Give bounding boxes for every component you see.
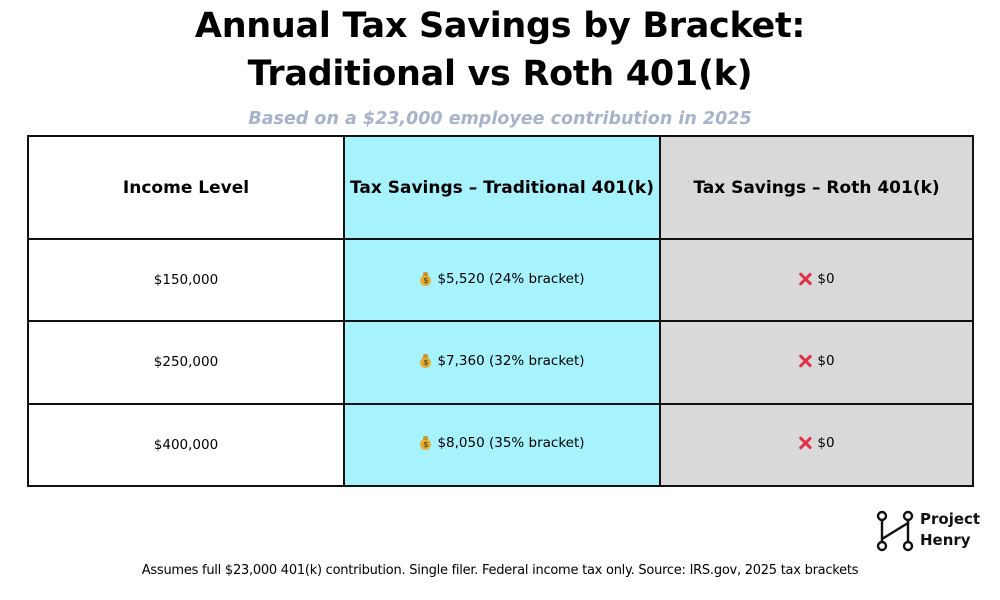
header-traditional-401k: Tax Savings – Traditional 401(k) (343, 135, 661, 240)
roth-savings-value: $0 (817, 352, 835, 369)
money-bag-icon (419, 271, 432, 286)
traditional-savings-cell: $7,360 (32% bracket) (343, 320, 661, 405)
roth-savings-cell: $0 (659, 320, 974, 405)
income-cell: $250,000 (27, 320, 345, 405)
title-line-2: Traditional vs Roth 401(k) (247, 54, 753, 94)
traditional-savings-cell: $8,050 (35% bracket) (343, 402, 661, 488)
income-cell: $400,000 (27, 402, 345, 488)
header-roth-401k: Tax Savings – Roth 401(k) (659, 135, 974, 240)
roth-savings-cell: $0 (659, 237, 974, 323)
logo-text: Project Henry (920, 509, 980, 551)
logo-line-1: Project (920, 510, 981, 528)
money-bag-icon (419, 353, 432, 368)
traditional-savings-value: $8,050 (35% bracket) (437, 435, 585, 452)
income-cell: $150,000 (27, 237, 345, 323)
roth-savings-value: $0 (817, 270, 835, 287)
title-line-1: Annual Tax Savings by Bracket: (194, 6, 806, 46)
table-row: $150,000 $5,520 (24% bracket) $0 (27, 237, 974, 323)
project-henry-logo: Project Henry (874, 508, 994, 554)
traditional-savings-value: $5,520 (24% bracket) (437, 270, 585, 287)
table-row: $400,000 $8,050 (35% bracket) $0 (27, 402, 974, 488)
roth-savings-value: $0 (817, 435, 835, 452)
header-income-level: Income Level (27, 135, 345, 240)
footnote: Assumes full $23,000 401(k) contribution… (141, 563, 859, 578)
table-header-row: Income Level Tax Savings – Traditional 4… (27, 135, 974, 240)
table-row: $250,000 $7,360 (32% bracket) $0 (27, 320, 974, 405)
roth-savings-cell: $0 (659, 402, 974, 488)
tax-savings-table: Income Level Tax Savings – Traditional 4… (27, 135, 974, 488)
money-bag-icon (419, 436, 432, 451)
logo-line-2: Henry (920, 531, 971, 549)
subtitle: Based on a $23,000 employee contribution… (248, 109, 752, 129)
traditional-savings-cell: $5,520 (24% bracket) (343, 237, 661, 323)
page-title: Annual Tax Savings by Bracket: Tradition… (0, 2, 1000, 98)
traditional-savings-value: $7,360 (32% bracket) (437, 352, 585, 369)
red-x-icon (798, 272, 812, 286)
red-x-icon (798, 436, 812, 450)
red-x-icon (798, 354, 812, 368)
project-henry-logo-icon (876, 510, 914, 552)
